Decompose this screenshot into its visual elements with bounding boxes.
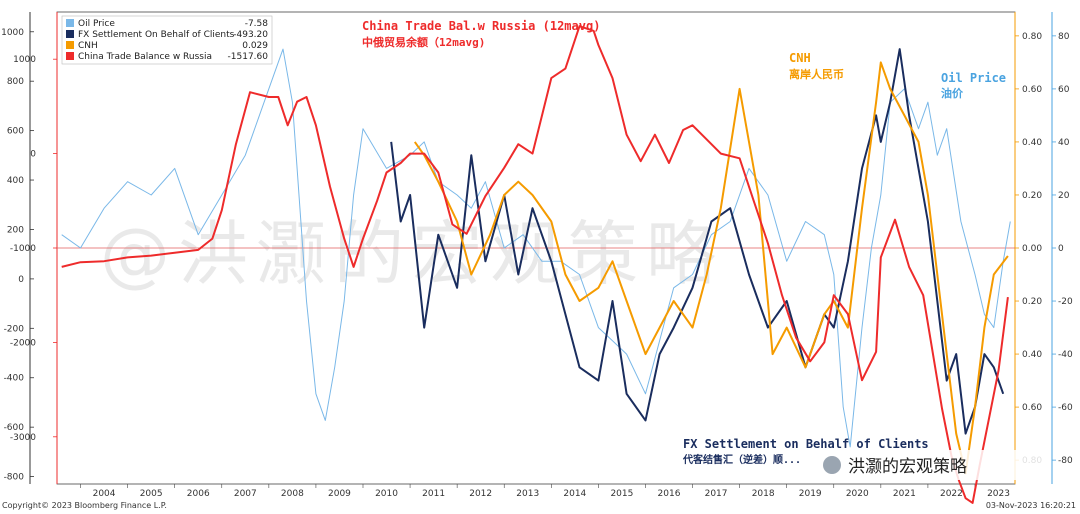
series-line-china-trade-balance-w-russia	[61, 25, 1009, 504]
y-tick-label: 80	[1058, 32, 1070, 42]
brand-badge: 洪灏的宏观策略	[812, 450, 1048, 480]
y-tick-label: 40	[1058, 138, 1070, 148]
y-tick-label: 0.60	[1022, 85, 1042, 95]
series-line-oil-price	[61, 48, 1011, 448]
annotation-trade-cn: 中俄贸易余额（12mavg)	[362, 35, 485, 49]
x-tick-label: 2022	[940, 489, 963, 499]
y-tick-label: 0.80	[1022, 32, 1042, 42]
x-tick-label: 2021	[893, 489, 916, 499]
y-tick-label: 800	[7, 77, 24, 87]
legend-label: China Trade Balance w Russia	[78, 52, 212, 62]
x-tick-label: 2014	[563, 489, 586, 499]
x-tick-label: 2006	[187, 489, 210, 499]
x-tick-label: 2016	[658, 489, 681, 499]
y-tick-label: 1000	[1, 28, 24, 38]
series-layer	[61, 25, 1011, 504]
far-right-axis: 80 60 40 20 0 -20 -40 -60 -80	[1051, 12, 1073, 484]
legend-label: CNH	[78, 41, 98, 51]
legend-value: -493.20	[233, 30, 268, 40]
x-tick-label: 2013	[516, 489, 539, 499]
x-tick-label: 2008	[281, 489, 304, 499]
y-tick-label: 0.00	[1022, 244, 1042, 254]
y-tick-label: 0.40	[1022, 350, 1042, 360]
y-tick-label: 0.40	[1022, 138, 1042, 148]
x-tick-label: 2017	[705, 489, 728, 499]
y-tick-label: -20	[1058, 297, 1073, 307]
y-tick-label: -400	[4, 374, 25, 384]
legend-swatch	[66, 52, 74, 60]
legend-swatch	[66, 30, 74, 38]
x-axis: 2004 2005 2006 2007 2008 2009 2010 2011 2012 2013…	[80, 484, 1010, 499]
legend-swatch	[66, 19, 74, 27]
legend-value: -1517.60	[228, 52, 269, 62]
annotation-cnh-cn: 离岸人民币	[789, 67, 844, 81]
legend-swatch	[66, 41, 74, 49]
annotation-oil-cn: 油价	[941, 86, 964, 100]
y-tick-label: -1000	[10, 244, 36, 254]
legend: Oil Price -7.58 FX Settlement On Behalf of…	[61, 15, 273, 65]
y-tick-label: -3000	[10, 433, 36, 443]
y-tick-label: 60	[1058, 85, 1070, 95]
y-tick-label: 0.60	[1022, 403, 1042, 413]
wechat-icon	[823, 456, 841, 474]
annotation-fx-en: FX Settlement on Behalf of Clients	[683, 437, 929, 451]
y-tick-label: -800	[4, 473, 25, 483]
annotation-oil-en: Oil Price	[941, 71, 1006, 85]
series-line-cnh	[413, 61, 1009, 475]
x-tick-label: 2012	[469, 489, 492, 499]
annotation-trade-en: China Trade Bal.w Russia (12mavg)	[362, 19, 600, 33]
x-tick-label: 2004	[93, 489, 116, 499]
annotation-cnh-en: CNH	[789, 51, 811, 65]
y-tick-label: -40	[1058, 350, 1073, 360]
watermark: @洪灏的宏观策略	[100, 213, 724, 295]
legend-box	[61, 15, 273, 65]
x-tick-label: 2010	[375, 489, 398, 499]
badge-text: 洪灏的宏观策略	[848, 457, 967, 477]
footer-copyright: Copyright© 2023 Bloomberg Finance L.P.	[2, 501, 167, 510]
y-tick-label: 0.20	[1022, 297, 1042, 307]
y-tick-label: 200	[7, 225, 24, 235]
legend-value: -7.58	[245, 19, 269, 29]
y-tick-label: 600	[7, 127, 24, 137]
y-tick-label: 0	[30, 150, 36, 160]
x-tick-label: 2023	[987, 489, 1010, 499]
x-tick-label: 2007	[234, 489, 257, 499]
x-tick-label: 2018	[752, 489, 775, 499]
y-tick-label: 0	[1058, 244, 1064, 254]
x-tick-label: 2020	[846, 489, 869, 499]
y-tick-label: -600	[4, 423, 25, 433]
x-tick-label: 2011	[422, 489, 445, 499]
y-tick-label: 400	[7, 176, 24, 186]
footer-timestamp: 03-Nov-2023 16:20:21	[986, 501, 1076, 510]
y-tick-label: 0	[18, 275, 24, 285]
y-tick-label: 20	[1058, 191, 1070, 201]
y-tick-label: -2000	[10, 338, 36, 348]
legend-label: FX Settlement On Behalf of Clients	[78, 30, 235, 40]
series-line-fx-settlement-on-behalf-of-clients	[390, 48, 1005, 435]
badge-background	[812, 450, 1048, 480]
y-tick-label: 0.20	[1022, 191, 1042, 201]
x-tick-label: 2019	[799, 489, 822, 499]
legend-label: Oil Price	[78, 19, 115, 29]
legend-value: 0.029	[242, 41, 268, 51]
y-tick-label: 1000	[13, 55, 36, 65]
y-tick-label: -200	[4, 324, 25, 334]
x-tick-label: 2015	[610, 489, 633, 499]
annotation-fx-cn: 代客结售汇（逆差）顺...	[682, 453, 801, 466]
y-tick-label: -60	[1058, 403, 1073, 413]
left-axis: 1000 800 600 400 200 0 -200 -400 -600 -800	[1, 12, 34, 484]
x-tick-label: 2005	[140, 489, 163, 499]
y-tick-label: -80	[1058, 456, 1073, 466]
x-tick-label: 2009	[328, 489, 351, 499]
